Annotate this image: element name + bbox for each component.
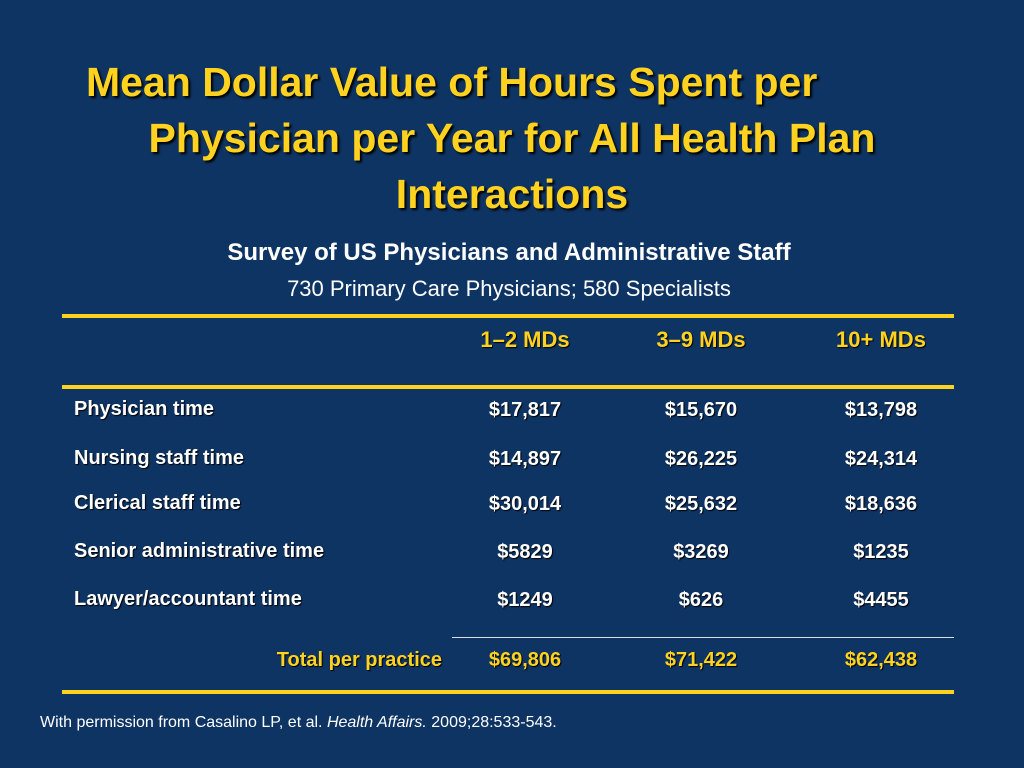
table-cell: $26,225 [664,448,738,470]
survey-sample-note: 730 Primary Care Physicians; 580 Special… [287,276,731,301]
row-label-clerical-staff-time: Clerical staff time [74,492,241,514]
table-cell: $626 [678,589,724,611]
table-cell: $18,636 [844,493,918,515]
table-cell: $30,014 [488,493,562,515]
table-cell: $15,670 [664,399,738,421]
slide-title: Mean Dollar Value of Hours Spent per Phy… [40,54,984,222]
slide-subtitle: Survey of US Physicians and Administrati… [227,239,791,266]
column-header-10-plus-mds: 10+ MDs [836,327,926,352]
column-header-3-9-mds: 3–9 MDs [656,327,746,352]
slide-title-line-3: Interactions [395,171,629,217]
citation-journal: Health Affairs. [326,714,427,731]
table-cell: $25,632 [664,493,738,515]
row-label-lawyer-accountant-time: Lawyer/accountant time [74,588,302,610]
source-citation: With permission from Casalino LP, et al.… [40,712,557,734]
column-header-1-2-mds: 1–2 MDs [480,327,570,352]
slide-title-line-1: Mean Dollar Value of Hours Spent per [86,59,818,105]
table-header-rule [62,385,954,389]
slide-title-line-2: Physician per Year for All Health Plan [148,115,876,161]
total-cell: $69,806 [488,649,562,671]
row-label-nursing-staff-time: Nursing staff time [74,447,245,469]
table-top-rule [62,314,954,318]
table-cell: $3269 [673,541,729,563]
table-cell: $4455 [853,589,909,611]
total-per-practice-label: Total per practice [276,649,442,671]
table-cell: $1235 [853,541,909,563]
citation-authors: With permission from Casalino LP, et al. [40,714,327,731]
row-label-physician-time: Physician time [74,398,215,420]
total-divider [452,637,954,638]
table-cell: $24,314 [844,448,918,470]
table-bottom-rule [62,690,954,694]
table-cell: $14,897 [488,448,562,470]
row-label-senior-administrative-time: Senior administrative time [74,540,325,562]
table-cell: $1249 [497,589,553,611]
table-cell: $17,817 [488,399,562,421]
table-cell: $13,798 [844,399,918,421]
citation-reference: 2009;28:533-543. [426,714,557,731]
total-cell: $71,422 [664,649,738,671]
total-cell: $62,438 [844,649,918,671]
table-cell: $5829 [497,541,553,563]
